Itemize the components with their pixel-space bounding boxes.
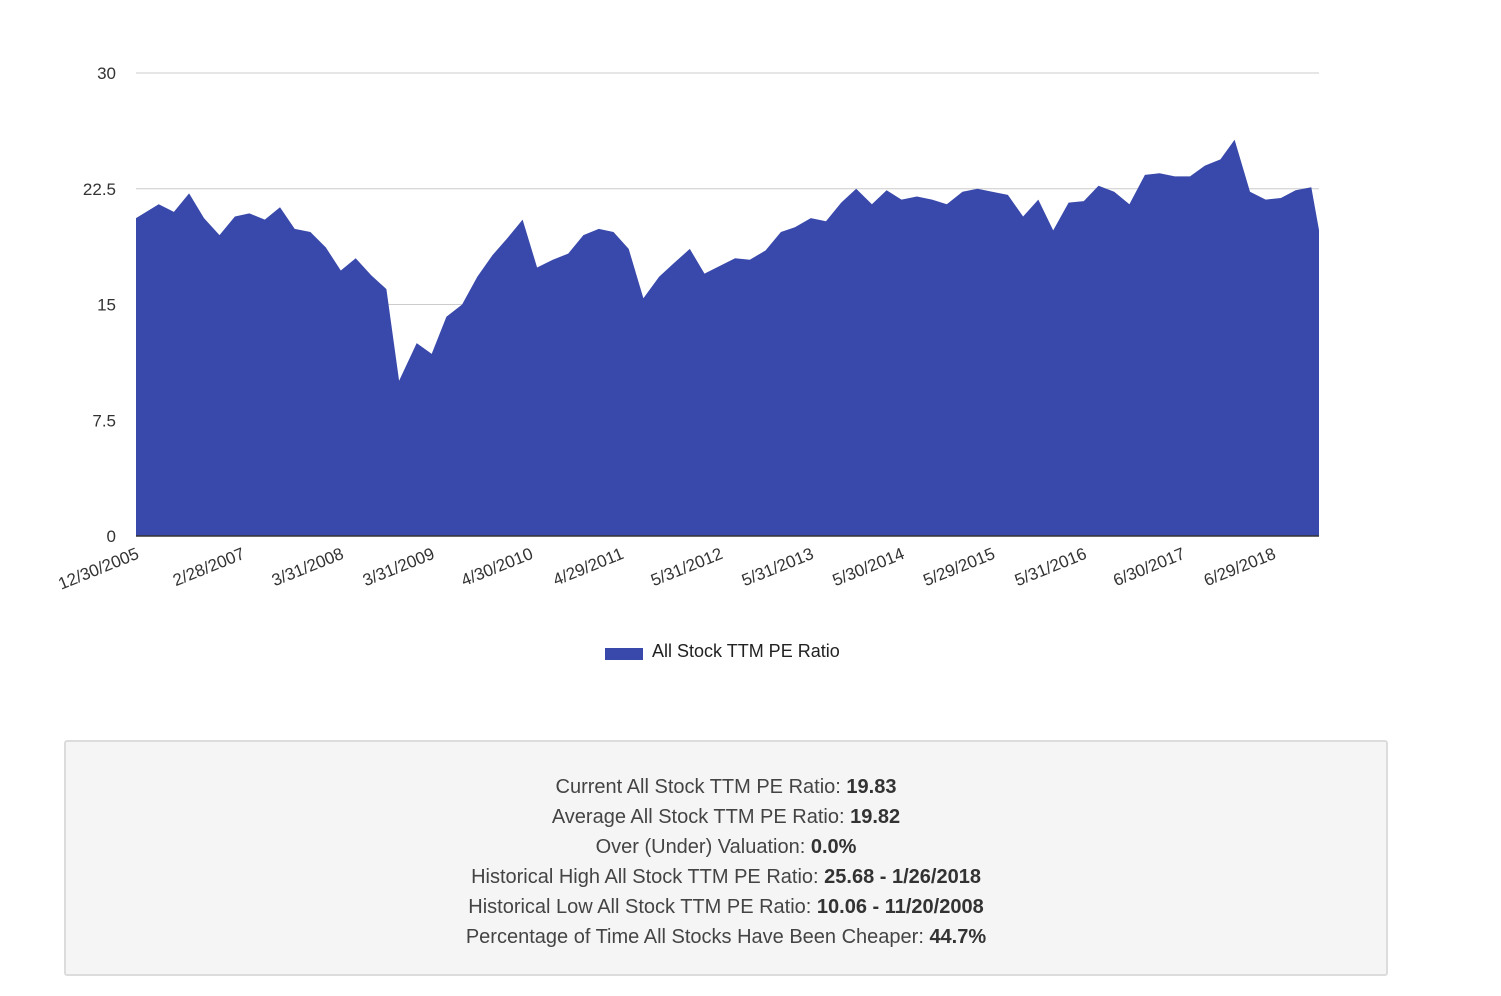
- x-tick-label: 2/28/2007: [170, 544, 247, 590]
- x-tick-label: 5/31/2016: [1012, 544, 1089, 590]
- stat-cheaper-label: Percentage of Time All Stocks Have Been …: [465, 926, 924, 948]
- area-series: [136, 139, 1319, 536]
- y-tick-label: 0: [107, 527, 116, 546]
- x-tick-label: 5/31/2012: [648, 544, 725, 590]
- stat-valuation-label: Over (Under) Valuation:: [595, 836, 806, 858]
- stat-average: Average All Stock TTM PE Ratio: 19.82: [66, 802, 1386, 832]
- x-tick-label: 5/29/2015: [920, 544, 997, 590]
- area-fill: [136, 139, 1319, 536]
- y-axis-tick-labels: 0 7.5 15 22.5 30: [83, 64, 116, 546]
- x-tick-label: 6/29/2018: [1201, 544, 1278, 590]
- x-tick-label: 3/31/2009: [360, 544, 437, 590]
- x-axis-tick-labels: 12/30/2005 2/28/2007 3/31/2008 3/31/2009 4/3…: [55, 544, 1278, 593]
- stat-valuation: Over (Under) Valuation: 0.0%: [66, 832, 1386, 862]
- stat-cheaper: Percentage of Time All Stocks Have Been …: [66, 922, 1386, 952]
- stat-cheaper-value: 44.7%: [929, 926, 987, 948]
- stat-average-value: 19.82: [850, 806, 901, 828]
- x-tick-label: 5/30/2014: [830, 544, 907, 590]
- stat-current-label: Current All Stock TTM PE Ratio:: [555, 776, 841, 798]
- stat-valuation-value: 0.0%: [810, 836, 857, 858]
- legend: All Stock TTM PE Ratio: [605, 641, 840, 661]
- y-tick-label: 30: [97, 64, 116, 83]
- legend-label: All Stock TTM PE Ratio: [652, 641, 840, 661]
- x-tick-label: 4/29/2011: [550, 544, 626, 589]
- x-tick-label: 6/30/2017: [1110, 544, 1187, 590]
- stat-high-value: 25.68 - 1/26/2018: [824, 866, 981, 888]
- x-tick-label: 4/30/2010: [458, 544, 535, 590]
- stat-current: Current All Stock TTM PE Ratio: 19.83: [66, 772, 1386, 802]
- y-tick-label: 7.5: [92, 411, 116, 430]
- y-tick-label: 15: [97, 296, 116, 315]
- legend-swatch: [605, 648, 643, 660]
- stats-summary-box: Current All Stock TTM PE Ratio: 19.83 Av…: [64, 740, 1388, 976]
- y-tick-label: 22.5: [83, 180, 116, 199]
- stat-high: Historical High All Stock TTM PE Ratio: …: [66, 862, 1386, 892]
- x-tick-label: 12/30/2005: [55, 544, 141, 593]
- stat-low-value: 10.06 - 11/20/2008: [816, 896, 984, 918]
- stat-low: Historical Low All Stock TTM PE Ratio: 1…: [66, 892, 1386, 922]
- stat-average-label: Average All Stock TTM PE Ratio:: [551, 806, 845, 828]
- x-tick-label: 3/31/2008: [269, 544, 346, 590]
- stat-low-label: Historical Low All Stock TTM PE Ratio:: [468, 896, 812, 918]
- pe-ratio-chart: 0 7.5 15 22.5 30 12/30/2005 2/28/2007 3/31/200…: [55, 64, 1319, 661]
- x-tick-label: 5/31/2013: [739, 544, 816, 590]
- stat-high-label: Historical High All Stock TTM PE Ratio:: [471, 866, 819, 888]
- stat-current-value: 19.83: [846, 776, 897, 798]
